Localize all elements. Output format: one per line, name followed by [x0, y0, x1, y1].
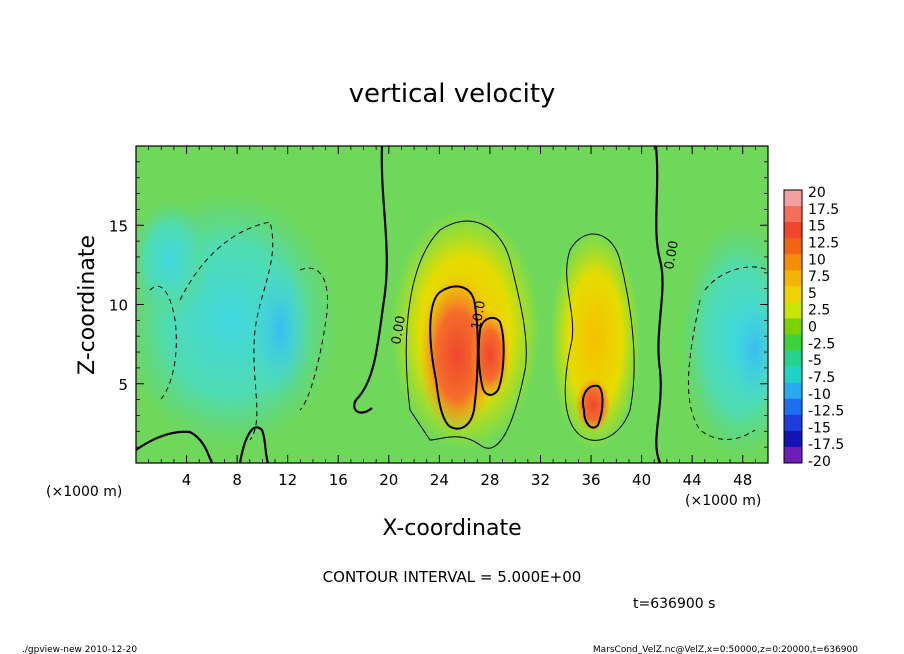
- x-tick-label: 4: [182, 471, 192, 489]
- colorbar-label: 10: [808, 252, 826, 268]
- contour-neg-left-2: [149, 285, 177, 401]
- contour-interval: CONTOUR INTERVAL = 5.000E+00: [323, 568, 582, 586]
- x-tick-label: 28: [480, 471, 499, 489]
- chart-title: vertical velocity: [349, 79, 556, 109]
- colorbar-label: -15: [808, 420, 831, 436]
- y-axis: 5 10 15: [109, 161, 768, 448]
- colorbar-swatch: [784, 430, 802, 448]
- contour-neg-left-3: [299, 267, 329, 411]
- colorbar-swatch: [784, 238, 802, 255]
- colorbar-label: 15: [808, 219, 826, 235]
- contour-zero-west: [353, 146, 388, 414]
- x-tick-label: 48: [733, 471, 752, 489]
- contour-label-zero-west: 0.00: [389, 315, 409, 346]
- colorbar-label: -20: [808, 454, 831, 470]
- colorbar-swatch: [784, 366, 802, 384]
- contour-neg-right: [687, 266, 768, 440]
- colorbar-label: 17.5: [808, 202, 839, 218]
- y-tick-label: 15: [109, 217, 128, 235]
- colorbar-swatch: [784, 446, 802, 464]
- contour-ten-second: [477, 316, 505, 396]
- colorbar-swatch: [784, 414, 802, 432]
- colorbar-swatch: [784, 222, 802, 239]
- plot-area: 0.00 10.0 0.00: [136, 146, 768, 463]
- y-tick-label: 5: [118, 376, 128, 394]
- x-tick-label: 36: [581, 471, 600, 489]
- colorbar-swatch: [784, 270, 802, 287]
- x-tick-label: 16: [329, 471, 348, 489]
- updraft-warm-east: [550, 230, 640, 450]
- x-axis: 4 8 12 16 20 24 28 32 36 40 44 48: [148, 146, 756, 489]
- contour-neg-left-1: [179, 221, 274, 441]
- colorbar-swatch: [784, 286, 802, 303]
- colorbar-label: -17.5: [808, 437, 844, 453]
- colorbar-label: 7.5: [808, 269, 830, 285]
- colorbar-label: 12.5: [808, 235, 839, 251]
- negative-core-left-2: [136, 200, 210, 320]
- colorbar-label: 2.5: [808, 303, 830, 319]
- negative-core-right: [730, 290, 768, 410]
- contour-zero-east: [654, 146, 664, 463]
- colorbar-label: -10: [808, 387, 831, 403]
- colorbar-label: 20: [808, 185, 826, 201]
- x-axis-unit-left: (×1000 m): [46, 484, 122, 500]
- colorbar-swatch: [784, 206, 802, 223]
- x-axis-unit-right: (×1000 m): [685, 493, 761, 509]
- x-tick-label: 32: [531, 471, 550, 489]
- contour-lines: [136, 146, 768, 463]
- x-tick-label: 12: [278, 471, 297, 489]
- x-tick-label: 40: [632, 471, 651, 489]
- colorbar-swatch: [784, 334, 802, 352]
- colorbar-swatch: [784, 382, 802, 400]
- x-tick-label: 8: [232, 471, 242, 489]
- colorbar-label: -2.5: [808, 336, 835, 352]
- colorbar-swatch: [784, 350, 802, 368]
- colorbar-swatch: [784, 254, 802, 271]
- x-tick-label: 24: [430, 471, 449, 489]
- contour-label-zero-east: 0.00: [662, 240, 682, 271]
- contour-five-east: [564, 233, 635, 441]
- colorbar-swatch: [784, 190, 802, 207]
- colorbar-label: -7.5: [808, 370, 835, 386]
- colorbar-swatch: [784, 302, 802, 319]
- y-tick-label: 10: [109, 297, 128, 315]
- colorbar-swatch: [784, 318, 802, 336]
- footer-right: MarsCond_VelZ.nc@VelZ,x=0:50000,z=0:2000…: [593, 645, 858, 654]
- contour-zero-bottom-left: [136, 426, 270, 463]
- y-axis-label: Z-coordinate: [75, 235, 100, 375]
- colorbar-swatch: [784, 398, 802, 416]
- x-tick-label: 20: [379, 471, 398, 489]
- colorbar-label: -12.5: [808, 404, 844, 420]
- contour-ten-east: [582, 384, 604, 429]
- colorbar-frame: [783, 189, 803, 464]
- colorbar: 2017.51512.5107.552.50-2.5-5-7.5-10-12.5…: [783, 185, 844, 470]
- contour-ten-main: [429, 285, 479, 430]
- x-axis-label: X-coordinate: [382, 516, 521, 541]
- negative-core-left: [250, 260, 310, 400]
- colorbar-label: -5: [808, 353, 822, 369]
- contour-label-ten: 10.0: [469, 300, 489, 331]
- contour-five-main: [405, 220, 527, 449]
- time-label: t=636900 s: [633, 596, 715, 612]
- colorbar-label: 0: [808, 320, 817, 336]
- colorbar-label: 5: [808, 286, 817, 302]
- footer-left: ./gpview-new 2010-12-20: [22, 645, 137, 654]
- x-tick-label: 44: [683, 471, 702, 489]
